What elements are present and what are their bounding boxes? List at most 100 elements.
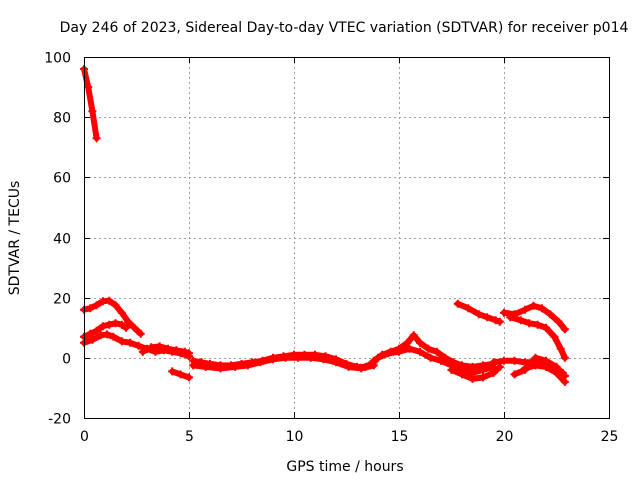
data-point <box>516 316 525 325</box>
data-point <box>269 355 277 364</box>
data-point <box>92 326 101 335</box>
data-point <box>84 83 93 92</box>
data-point <box>168 367 177 376</box>
data-point <box>86 304 95 313</box>
data-point <box>130 323 139 332</box>
data-point <box>136 329 145 338</box>
chart-title: Day 246 of 2023, Sidereal Day-to-day VTE… <box>60 20 629 36</box>
data-point <box>521 305 529 314</box>
data-point <box>468 374 477 383</box>
data-point <box>126 338 135 347</box>
x-tick-label: 15 <box>391 429 409 445</box>
y-tick-label: -20 <box>48 412 71 428</box>
data-point <box>489 368 498 377</box>
data-point <box>176 370 185 379</box>
data-point <box>521 365 529 374</box>
data-point <box>256 358 265 367</box>
series-track-b <box>81 297 144 337</box>
x-tick-label: 10 <box>286 429 304 445</box>
data-point <box>550 332 559 341</box>
data-point <box>306 353 315 362</box>
data-point <box>172 346 181 355</box>
data-point <box>111 319 120 328</box>
data-point <box>403 338 412 347</box>
data-point <box>529 301 538 310</box>
data-point <box>185 349 193 358</box>
data-point <box>124 317 133 326</box>
data-point <box>180 347 189 356</box>
data-point <box>426 353 435 362</box>
series-track-a <box>81 66 100 142</box>
data-point <box>554 317 563 326</box>
data-point <box>546 310 555 319</box>
data-point <box>552 362 561 371</box>
data-point <box>556 344 565 353</box>
data-point <box>491 316 500 325</box>
data-point <box>122 323 130 332</box>
y-tick-label: 20 <box>53 292 71 308</box>
data-point <box>479 373 487 382</box>
data-point <box>489 358 498 367</box>
data-point <box>155 342 164 351</box>
data-point <box>138 347 147 356</box>
data-point <box>374 353 382 362</box>
data-point <box>531 353 540 362</box>
data-point <box>479 365 487 374</box>
y-tick-label: 40 <box>53 232 71 248</box>
y-axis-title: SDTVAR / TECUs <box>7 181 23 296</box>
data-point <box>424 344 433 353</box>
data-point <box>134 341 143 350</box>
tick-layer: 0 5 10 15 20 25 -20 0 20 40 60 80 100 <box>44 51 618 446</box>
data-point <box>432 347 441 356</box>
data-point <box>164 344 172 353</box>
data-point <box>560 353 569 362</box>
data-point <box>542 356 550 365</box>
x-tick-label: 20 <box>496 429 514 445</box>
y-tick-label: 80 <box>53 111 71 127</box>
data-point <box>88 335 97 344</box>
data-point <box>437 356 445 365</box>
data-point <box>560 371 569 380</box>
y-tick-label: 0 <box>62 352 71 368</box>
data-point <box>506 313 515 322</box>
data-point <box>474 310 483 319</box>
data-point <box>185 373 193 382</box>
data-point <box>542 323 550 332</box>
data-point <box>105 296 114 305</box>
data-point <box>216 364 225 373</box>
data-point <box>416 338 424 347</box>
data-point <box>189 361 198 370</box>
data-point <box>117 337 126 346</box>
data-point <box>464 304 473 313</box>
data-point <box>105 320 114 329</box>
data-point <box>510 356 519 365</box>
data-point <box>537 304 546 313</box>
data-point <box>98 322 107 331</box>
data-point <box>495 317 504 326</box>
data-point <box>201 362 210 371</box>
data-point <box>92 301 101 310</box>
data-point <box>500 356 508 365</box>
data-point <box>458 370 466 379</box>
data-point <box>395 347 403 356</box>
data-point <box>92 134 101 143</box>
data-point <box>405 344 414 353</box>
data-point <box>416 347 424 356</box>
data-point <box>483 313 492 322</box>
data-point <box>369 356 378 365</box>
y-tick-label: 60 <box>53 171 71 187</box>
data-point <box>560 325 569 334</box>
data-point <box>86 329 95 338</box>
data-point <box>117 320 126 329</box>
data-point <box>109 332 118 341</box>
data-point <box>409 331 418 340</box>
data-point <box>103 330 112 339</box>
data-point <box>525 319 534 328</box>
data-point <box>88 107 97 116</box>
data-point <box>453 299 462 308</box>
data-point <box>384 349 393 358</box>
x-tick-label: 5 <box>185 429 194 445</box>
x-tick-label: 0 <box>80 429 89 445</box>
data-point <box>281 353 290 362</box>
